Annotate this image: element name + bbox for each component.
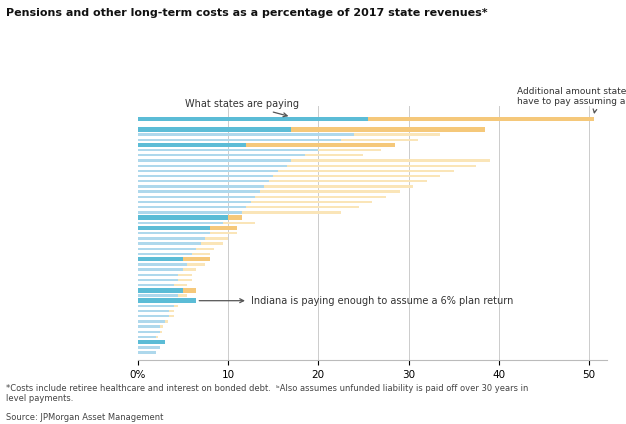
Bar — [305, 154, 364, 156]
Bar — [291, 159, 490, 162]
Bar — [138, 127, 291, 131]
Bar — [138, 257, 183, 261]
Bar — [287, 165, 476, 167]
Bar — [138, 154, 305, 156]
Bar — [138, 273, 178, 276]
Bar — [174, 284, 187, 286]
Bar — [138, 134, 354, 136]
Bar — [255, 196, 386, 198]
Bar — [138, 326, 160, 328]
Bar — [138, 305, 174, 307]
Bar — [138, 346, 160, 349]
Bar — [138, 165, 287, 167]
Bar — [264, 185, 413, 188]
Bar — [138, 185, 264, 188]
Text: *Costs include retiree healthcare and interest on bonded debt.  ᵇAlso assumes un: *Costs include retiree healthcare and in… — [6, 384, 528, 403]
Bar — [138, 315, 169, 318]
Bar — [354, 134, 440, 136]
Bar — [210, 226, 237, 230]
Bar — [138, 201, 250, 203]
Bar — [138, 226, 210, 230]
Bar — [138, 180, 269, 182]
Bar — [205, 237, 228, 240]
Bar — [138, 206, 246, 209]
Bar — [138, 310, 169, 312]
Bar — [138, 215, 228, 220]
Bar — [201, 243, 223, 245]
Text: Pensions and other long-term costs as a percentage of 2017 state revenues*: Pensions and other long-term costs as a … — [6, 8, 488, 19]
Bar — [178, 294, 187, 297]
Bar — [138, 211, 242, 214]
Bar — [138, 117, 368, 121]
Bar — [246, 143, 395, 147]
Bar — [165, 320, 168, 323]
Bar — [138, 175, 273, 177]
Bar — [138, 298, 197, 303]
Bar — [156, 336, 158, 338]
Bar — [169, 315, 174, 318]
Bar — [183, 268, 197, 271]
Text: Source: JPMorgan Asset Management: Source: JPMorgan Asset Management — [6, 413, 163, 422]
Bar — [138, 253, 192, 255]
Bar — [138, 149, 318, 151]
Bar — [197, 248, 215, 250]
Bar — [178, 273, 192, 276]
Bar — [273, 175, 440, 177]
Bar — [138, 248, 197, 250]
Bar — [174, 305, 178, 307]
Bar — [187, 263, 205, 265]
Bar — [242, 211, 341, 214]
Bar — [138, 268, 183, 271]
Bar — [160, 331, 162, 333]
Bar — [138, 320, 165, 323]
Bar — [138, 196, 255, 198]
Bar — [138, 294, 178, 297]
Bar — [210, 232, 237, 234]
Bar — [138, 336, 156, 338]
Bar — [183, 288, 197, 293]
Bar — [246, 206, 359, 209]
Bar — [368, 117, 593, 121]
Bar — [183, 257, 210, 261]
Bar — [169, 310, 174, 312]
Bar — [138, 139, 341, 141]
Bar — [138, 243, 201, 245]
Bar — [138, 222, 223, 224]
Bar — [269, 180, 427, 182]
Bar — [138, 288, 183, 293]
Bar — [138, 232, 210, 234]
Bar — [138, 263, 187, 265]
Bar — [260, 190, 399, 193]
Bar — [341, 139, 418, 141]
Bar — [138, 284, 174, 286]
Bar — [138, 331, 160, 333]
Bar — [250, 201, 372, 203]
Bar — [138, 190, 260, 193]
Bar — [192, 253, 210, 255]
Bar — [291, 127, 485, 131]
Bar — [138, 340, 165, 344]
Bar — [138, 159, 291, 162]
Bar — [138, 237, 205, 240]
Bar — [138, 170, 278, 172]
Bar — [138, 143, 246, 147]
Bar — [138, 279, 178, 281]
Bar — [318, 149, 381, 151]
Bar — [278, 170, 454, 172]
Text: Indiana is paying enough to assume a 6% plan return: Indiana is paying enough to assume a 6% … — [199, 296, 513, 306]
Text: Additional amount states would
have to pay assuming a 6% returnᵇ: Additional amount states would have to p… — [517, 86, 626, 113]
Bar — [160, 326, 163, 328]
Bar — [223, 222, 255, 224]
Bar — [138, 351, 156, 354]
Bar — [228, 215, 242, 220]
Text: What states are paying: What states are paying — [185, 99, 299, 117]
Bar — [178, 279, 192, 281]
